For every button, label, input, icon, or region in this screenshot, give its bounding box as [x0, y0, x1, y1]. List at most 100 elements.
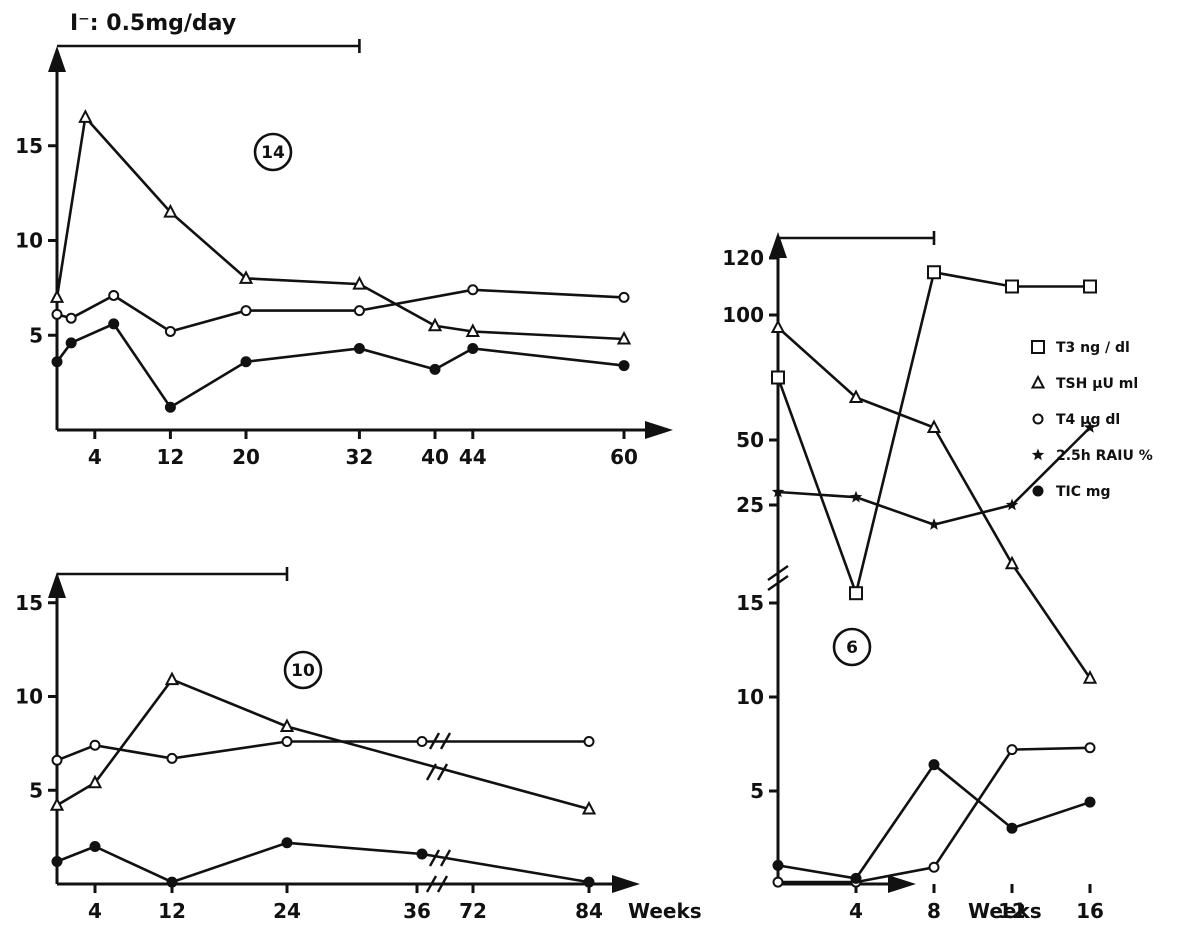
legend-marker-open-triangle: [1030, 374, 1046, 389]
panel-b-tic-break: [428, 849, 452, 867]
panel-c-open-square-point-3: [1005, 279, 1019, 294]
panel-c-open-square-point-2: [927, 265, 941, 280]
panel-b-t4-break: [428, 732, 452, 750]
panel-b-filled-circle-point-5: [583, 876, 595, 888]
panel-a-open-circle-line: [56, 288, 625, 333]
panel-c-open-triangle-point-3: [1004, 555, 1020, 570]
panel-b-xtick-36: 36: [403, 899, 431, 923]
panel-c-open-triangle-point-2: [926, 419, 942, 433]
panel-c-open-triangle-line: [777, 326, 1092, 679]
panel-b-open-circle-point-2: [166, 752, 178, 764]
panel-b-patient-circle: [283, 650, 323, 690]
panel-c-patient-circle: [832, 627, 872, 667]
panel-c-filled-circle-point-0: [772, 859, 784, 871]
panel-b-axis-break: [425, 875, 449, 893]
panel-a-open-circle-point-4: [240, 305, 252, 317]
legend: T3 ng / dl TSH μU ml T4 μg dl 2.5h RAIU % TI…: [1030, 340, 1153, 500]
panel-c-star-point-3: [1005, 498, 1019, 511]
panel-b-xtick-84: 84: [575, 899, 603, 923]
panel-c-xtick-8: 8: [927, 899, 941, 923]
panel-a-ytick-10: 10: [15, 229, 43, 253]
panel-b-xtick-72: 72: [459, 899, 487, 923]
panel-b-filled-circle-point-2: [166, 876, 178, 888]
panel-c-filled-circle-line: [777, 762, 1091, 880]
legend-marker-open-square: [1031, 340, 1045, 354]
panel-b-open-circle-line: [56, 740, 589, 762]
panel-c-y-arrow: [769, 232, 787, 258]
panel-b-filled-circle-point-0: [51, 856, 63, 867]
panel-patient-6: 4 8 12 16 5 10 15 25 50 100 120 Weeks 6: [722, 231, 1104, 923]
panel-c-filled-circle-point-3: [1006, 822, 1018, 834]
panel-patient-10: 4 12 24 36 72 84 5 10 15 Weeks 10: [15, 567, 702, 923]
panel-a-xtick-4: 4: [88, 445, 102, 469]
panel-a-filled-circle-point-5: [353, 343, 365, 355]
panel-b-open-triangle-line: [56, 678, 590, 811]
panel-b-y-arrow: [48, 572, 66, 598]
panel-c-star-point-1: [849, 490, 863, 503]
panel-c-ytick-15: 15: [736, 591, 764, 615]
panel-b-x-unit: Weeks: [628, 899, 702, 923]
panel-a-open-circle-point-1: [65, 312, 77, 324]
panel-b-ytick-15: 15: [15, 591, 43, 615]
panel-c-star-point-0: [771, 485, 785, 498]
legend-label-0: T3 ng / dl: [1056, 340, 1130, 356]
legend-marker-open-circle: [1032, 413, 1044, 425]
panel-b-ytick-10: 10: [15, 685, 43, 709]
panel-c-ytick-120: 120: [722, 246, 764, 270]
panel-c-xtick-16: 16: [1076, 899, 1104, 923]
panel-c-ytick-10: 10: [736, 685, 764, 709]
panel-b-xtick-24: 24: [273, 899, 301, 923]
panel-a-filled-circle-point-2: [108, 318, 120, 330]
panel-c-open-circle-point-0: [772, 876, 784, 888]
panel-b-open-circle-point-1: [89, 739, 101, 751]
panel-a-patient-label: 14: [261, 143, 285, 163]
panel-a-filled-circle-point-6: [429, 363, 441, 375]
panel-c-y-axis-break: [767, 565, 789, 591]
panel-a-open-triangle-point-1: [78, 109, 93, 123]
panel-c-filled-circle-point-2: [928, 759, 940, 771]
panel-a-filled-circle-point-1: [65, 337, 77, 349]
panel-b-ytick-5: 5: [29, 778, 43, 802]
panel-c-open-triangle-point-0: [770, 319, 786, 333]
panel-b-x-arrow: [612, 875, 640, 893]
panel-b-filled-circle-point-3: [281, 837, 293, 849]
panel-c-ytick-50: 50: [736, 428, 764, 452]
panel-c-open-triangle-point-4: [1082, 670, 1098, 684]
panel-c-ytick-5: 5: [750, 779, 764, 803]
panel-a-ytick-15: 15: [15, 134, 43, 158]
panel-b-open-triangle-point-4: [581, 800, 597, 815]
legend-label-2: T4 μg dl: [1056, 412, 1120, 428]
panel-a-filled-circle-point-0: [51, 356, 63, 368]
panel-b-open-circle-point-0: [51, 754, 63, 766]
panel-c-open-square-point-0: [771, 370, 785, 385]
legend-label-1: TSH μU ml: [1056, 376, 1138, 392]
panel-c-star-point-2: [927, 518, 941, 530]
panel-b-open-circle-point-4: [416, 736, 428, 747]
panel-patient-14: 4 12 20 32 40 44 60 5 10 15 14: [15, 39, 673, 469]
panel-c-star-point-4: [1083, 421, 1097, 433]
panel-b-open-circle-point-3: [281, 736, 293, 747]
panel-a-y-arrow: [48, 46, 66, 72]
panel-c-filled-circle-point-4: [1084, 796, 1096, 808]
panel-b-open-triangle-point-2: [164, 671, 180, 686]
panel-c-open-triangle-point-1: [848, 389, 864, 403]
panel-c-open-square-point-1: [849, 586, 863, 601]
panel-a-xtick-60: 60: [610, 445, 638, 469]
panel-c-filled-circle-point-1: [850, 872, 862, 884]
panel-a-xtick-44: 44: [459, 445, 487, 469]
panel-a-open-triangle-point-2: [163, 203, 178, 218]
panel-a-open-circle-point-5: [353, 305, 365, 317]
panel-b-open-triangle-point-1: [87, 774, 103, 789]
panel-a-patient-circle: [253, 132, 293, 172]
panel-b-xtick-4: 4: [88, 899, 102, 923]
panel-c-open-circle-point-3: [1006, 744, 1018, 756]
panel-a-open-triangle-point-3: [238, 270, 254, 284]
legend-marker-star: [1031, 448, 1045, 461]
panel-a-xtick-12: 12: [156, 445, 184, 469]
panel-b-filled-circle-point-4: [416, 848, 428, 860]
legend-label-3: 2.5h RAIU %: [1056, 448, 1153, 464]
panel-a-x-arrow: [645, 421, 673, 439]
panel-a-ytick-5: 5: [29, 323, 43, 347]
panel-c-open-circle-point-2: [928, 861, 940, 873]
